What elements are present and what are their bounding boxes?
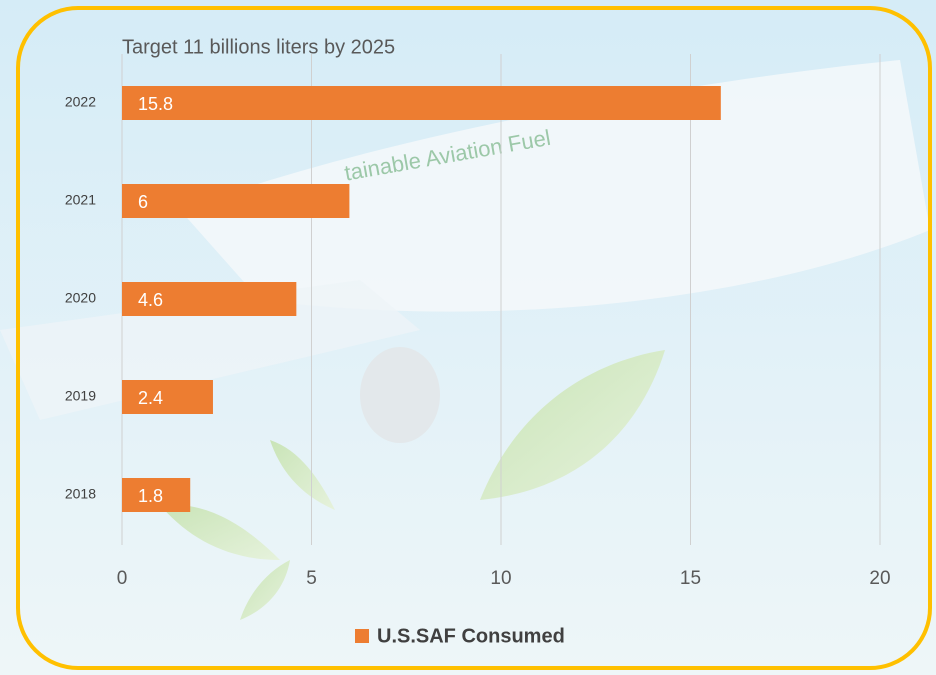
plane-engine bbox=[360, 347, 440, 443]
y-tick-label: 2018 bbox=[65, 486, 96, 502]
chart: tainable Aviation Fuel Target 11 billion… bbox=[0, 0, 936, 675]
data-label: 6 bbox=[138, 192, 148, 212]
x-tick-label: 20 bbox=[869, 568, 890, 589]
legend-swatch bbox=[355, 629, 369, 643]
y-tick-label: 2021 bbox=[65, 192, 96, 208]
bar bbox=[122, 380, 213, 414]
y-tick-label: 2022 bbox=[65, 94, 96, 110]
chart-title: Target 11 billions liters by 2025 bbox=[122, 36, 395, 58]
x-tick-label: 10 bbox=[490, 568, 511, 589]
y-tick-label: 2020 bbox=[65, 290, 96, 306]
legend-label: U.S.SAF Consumed bbox=[377, 625, 565, 647]
x-tick-label: 5 bbox=[306, 568, 317, 589]
bar bbox=[122, 86, 721, 120]
data-label: 4.6 bbox=[138, 290, 163, 310]
page: tainable Aviation Fuel Target 11 billion… bbox=[0, 0, 936, 675]
x-tick-label: 0 bbox=[117, 568, 128, 589]
bar bbox=[122, 184, 349, 218]
data-label: 15.8 bbox=[138, 94, 173, 114]
y-tick-label: 2019 bbox=[65, 388, 96, 404]
x-tick-label: 15 bbox=[680, 568, 701, 589]
data-label: 1.8 bbox=[138, 486, 163, 506]
data-label: 2.4 bbox=[138, 388, 163, 408]
